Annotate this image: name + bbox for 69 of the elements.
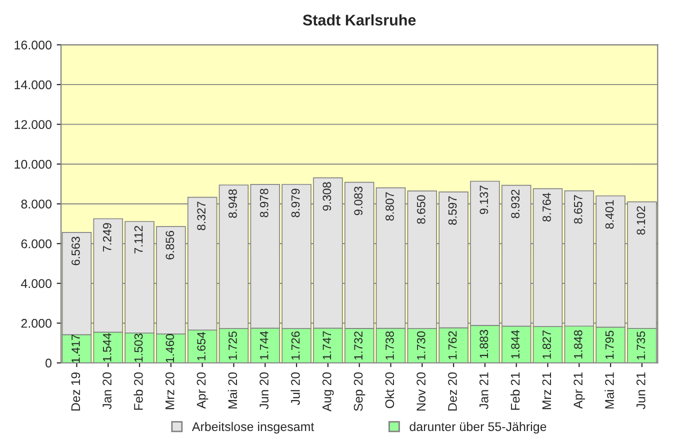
total-label: 8.597 [448, 196, 457, 225]
x-tick-label: Sep 20 [354, 372, 366, 411]
y-tick-label: 2.000 [21, 318, 52, 328]
total-label: 6.856 [166, 230, 174, 260]
data-label: 1.762 [448, 331, 457, 360]
total-label: 9.137 [480, 186, 488, 214]
data-label: 1.883 [480, 330, 488, 358]
total-label: 7.112 [134, 226, 143, 254]
legend-label: darunter über 55-Jährige [410, 422, 546, 434]
total-label: 8.327 [197, 202, 206, 230]
total-label: 9.308 [322, 182, 332, 211]
chart-title: Stadt Karlsruhe [302, 14, 416, 26]
x-tick-label: Feb 20 [134, 372, 143, 410]
x-tick-label: Mai 20 [228, 372, 238, 408]
y-tick-label: 12.000 [14, 120, 52, 129]
y-tick-label: 10.000 [14, 160, 52, 169]
total-label: 8.978 [260, 188, 268, 218]
x-tick-label: Apr 20 [196, 372, 208, 409]
data-label: 1.827 [542, 330, 551, 359]
total-label: 8.657 [574, 195, 582, 224]
total-label: 8.807 [386, 192, 394, 221]
data-label: 1.735 [636, 331, 646, 360]
y-tick-label: 6.000 [21, 239, 52, 248]
x-tick-label: Okt 20 [384, 372, 394, 408]
data-label: 1.738 [386, 331, 394, 360]
y-tick-label: 0 [46, 358, 52, 368]
y-tick-label: 14.000 [14, 80, 52, 90]
data-label: 1.732 [354, 331, 363, 360]
total-label: 9.083 [354, 186, 363, 216]
total-label: 8.650 [416, 195, 426, 224]
x-tick-label: Mrz 20 [165, 372, 174, 410]
data-label: 1.795 [605, 330, 614, 359]
data-label: 1.848 [574, 330, 582, 358]
y-tick-label: 16.000 [14, 40, 52, 50]
legend-label: Arbeitslose insgesamt [192, 422, 314, 434]
data-label: 1.544 [103, 333, 112, 362]
data-label: 1.654 [197, 332, 206, 360]
x-tick-label: Aug 20 [322, 372, 334, 412]
total-label: 6.563 [72, 236, 80, 266]
data-label: 1.417 [72, 334, 80, 363]
data-label: 1.503 [134, 334, 143, 362]
x-tick-label: Dez 19 [71, 372, 80, 410]
data-label: 1.460 [166, 334, 174, 362]
x-tick-label: Jun 20 [260, 372, 268, 410]
x-tick-label: Jan 21 [479, 372, 488, 410]
x-tick-label: Mrz 21 [542, 372, 551, 410]
data-label: 1.726 [291, 331, 300, 360]
data-label: 1.725 [228, 331, 237, 360]
x-tick-label: Jan 20 [102, 372, 112, 410]
data-label: 1.844 [511, 330, 520, 358]
x-tick-label: Apr 21 [574, 372, 585, 409]
y-tick-label: 8.000 [21, 200, 52, 208]
data-label: 1.747 [322, 331, 331, 360]
x-tick-label: Mai 21 [604, 372, 614, 408]
x-tick-label: Nov 20 [416, 372, 426, 410]
total-label: 8.948 [228, 189, 237, 218]
total-label: 8.979 [291, 188, 300, 218]
x-tick-label: Jun 21 [636, 372, 646, 410]
data-label: 1.744 [260, 331, 268, 360]
total-label: 8.764 [542, 192, 551, 222]
x-tick-label: Dez 20 [448, 372, 457, 410]
y-tick-label: 4.000 [21, 279, 52, 288]
total-label: 8.102 [636, 206, 646, 235]
total-label: 7.249 [102, 223, 112, 252]
x-tick-label: Feb 21 [510, 372, 520, 410]
total-label: 8.932 [511, 190, 520, 218]
data-label: 1.730 [416, 331, 426, 360]
x-tick-label: Jul 20 [290, 372, 300, 406]
total-label: 8.401 [605, 200, 614, 229]
